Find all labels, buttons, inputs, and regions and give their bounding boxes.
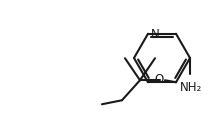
Text: N: N <box>151 28 160 41</box>
Text: O: O <box>154 73 164 86</box>
Text: NH₂: NH₂ <box>180 81 202 94</box>
